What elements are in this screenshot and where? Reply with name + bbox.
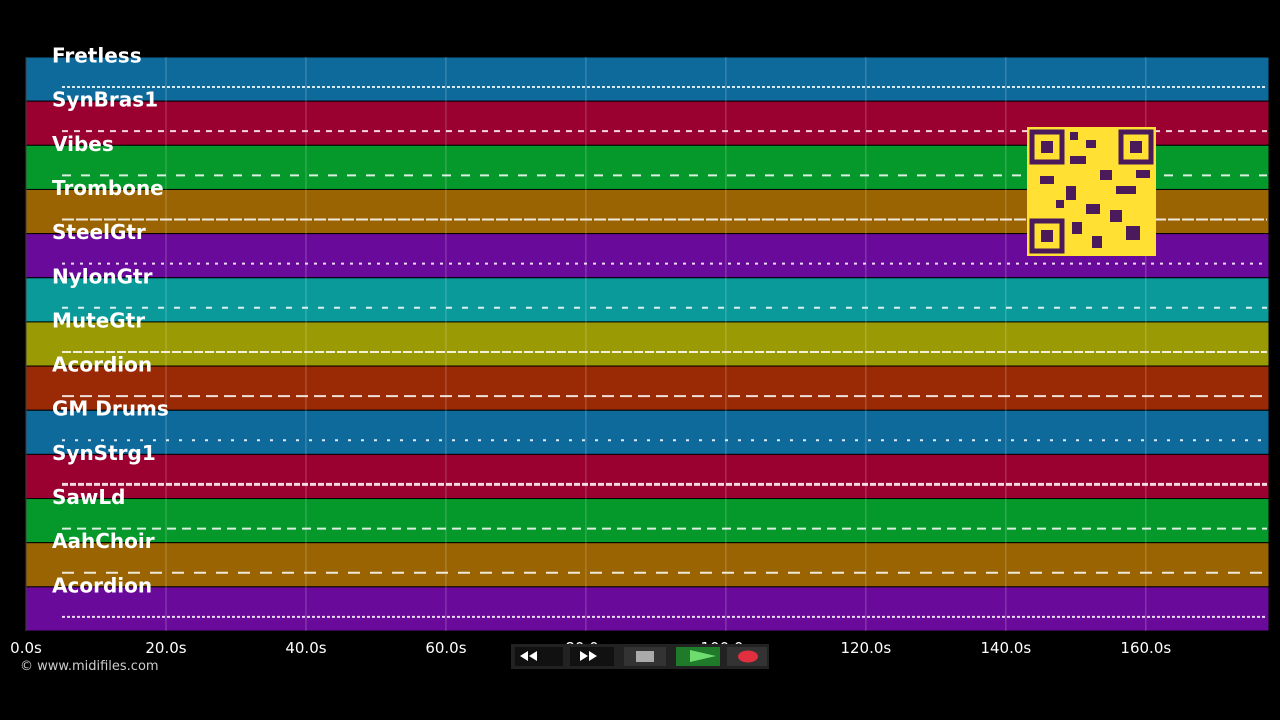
track-name: AahChoir	[52, 529, 155, 553]
transport	[511, 644, 769, 669]
track-band	[25, 409, 1270, 455]
track-band	[25, 365, 1270, 411]
fast-forward-button[interactable]	[570, 647, 614, 666]
grid	[25, 57, 1147, 631]
x-tick-label: 0.0s	[10, 639, 42, 657]
track-name: MuteGtr	[52, 308, 145, 332]
rewind-button[interactable]	[515, 647, 563, 666]
x-tick-label: 20.0s	[145, 639, 186, 657]
track-name: GM Drums	[52, 397, 169, 421]
track-band	[25, 453, 1270, 500]
footer: © www.midifiles.com	[20, 659, 159, 674]
track-band	[25, 277, 1270, 323]
track-name: SynBras1	[52, 88, 158, 112]
labels: Fretless SynBras1 Vibes Trombone SteelGtr Nyl…	[52, 44, 169, 598]
track-name: Trombone	[52, 176, 164, 200]
track-name: Acordion	[52, 573, 152, 597]
track-band	[25, 498, 1270, 544]
track-name: NylonGtr	[52, 264, 153, 288]
x-tick-label: 120.0s	[840, 639, 891, 657]
record-button[interactable]	[727, 647, 767, 666]
track-name: Vibes	[52, 132, 114, 156]
play-button[interactable]	[676, 647, 720, 666]
track-band	[25, 542, 1270, 588]
x-tick-label: 40.0s	[285, 639, 326, 657]
x-tick-label: 60.0s	[425, 639, 466, 657]
qr-code	[1027, 127, 1156, 256]
track-band	[25, 586, 1270, 632]
stop-button[interactable]	[624, 647, 666, 666]
x-tick-label: 160.0s	[1120, 639, 1171, 657]
track-name: Fretless	[52, 44, 142, 68]
track-band	[25, 56, 1270, 102]
x-tick-label: 140.0s	[980, 639, 1031, 657]
notes	[62, 86, 1267, 618]
track-name: SynStrg1	[52, 441, 156, 465]
track-name: SawLd	[52, 485, 125, 509]
track-band	[25, 321, 1270, 367]
track-name: Acordion	[52, 353, 152, 377]
track-name: SteelGtr	[52, 220, 146, 244]
